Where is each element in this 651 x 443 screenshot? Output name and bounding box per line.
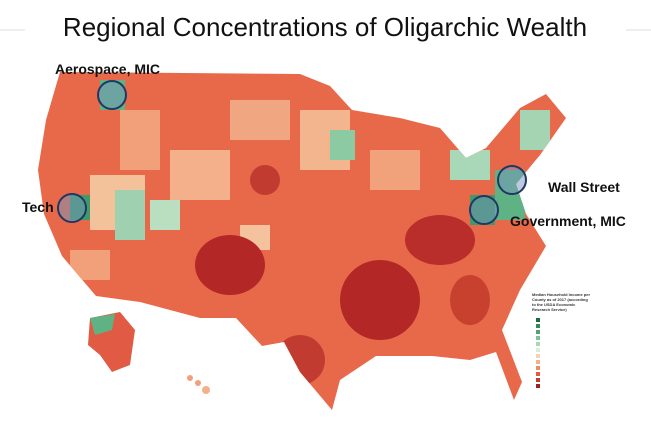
region-circle xyxy=(469,195,499,225)
region-circle xyxy=(57,193,87,223)
hawaii xyxy=(187,375,193,381)
annotation: Tech xyxy=(22,199,54,215)
alaska-patch xyxy=(90,314,115,335)
title: Regional Concentrations of Oligarchic We… xyxy=(63,12,587,42)
hawaii xyxy=(195,380,201,386)
region-circle xyxy=(97,80,127,110)
legend-title-box: Median Household Income per County as of… xyxy=(532,292,591,312)
hawaii xyxy=(202,386,210,394)
annotation: Government, MIC xyxy=(510,213,626,229)
annotation: Wall Street xyxy=(548,179,620,195)
region-circle xyxy=(497,165,527,195)
legend-title: Median Household Income per County as of… xyxy=(532,292,591,312)
annotation: Aerospace, MIC xyxy=(55,61,160,77)
legend-swatches xyxy=(536,318,540,388)
